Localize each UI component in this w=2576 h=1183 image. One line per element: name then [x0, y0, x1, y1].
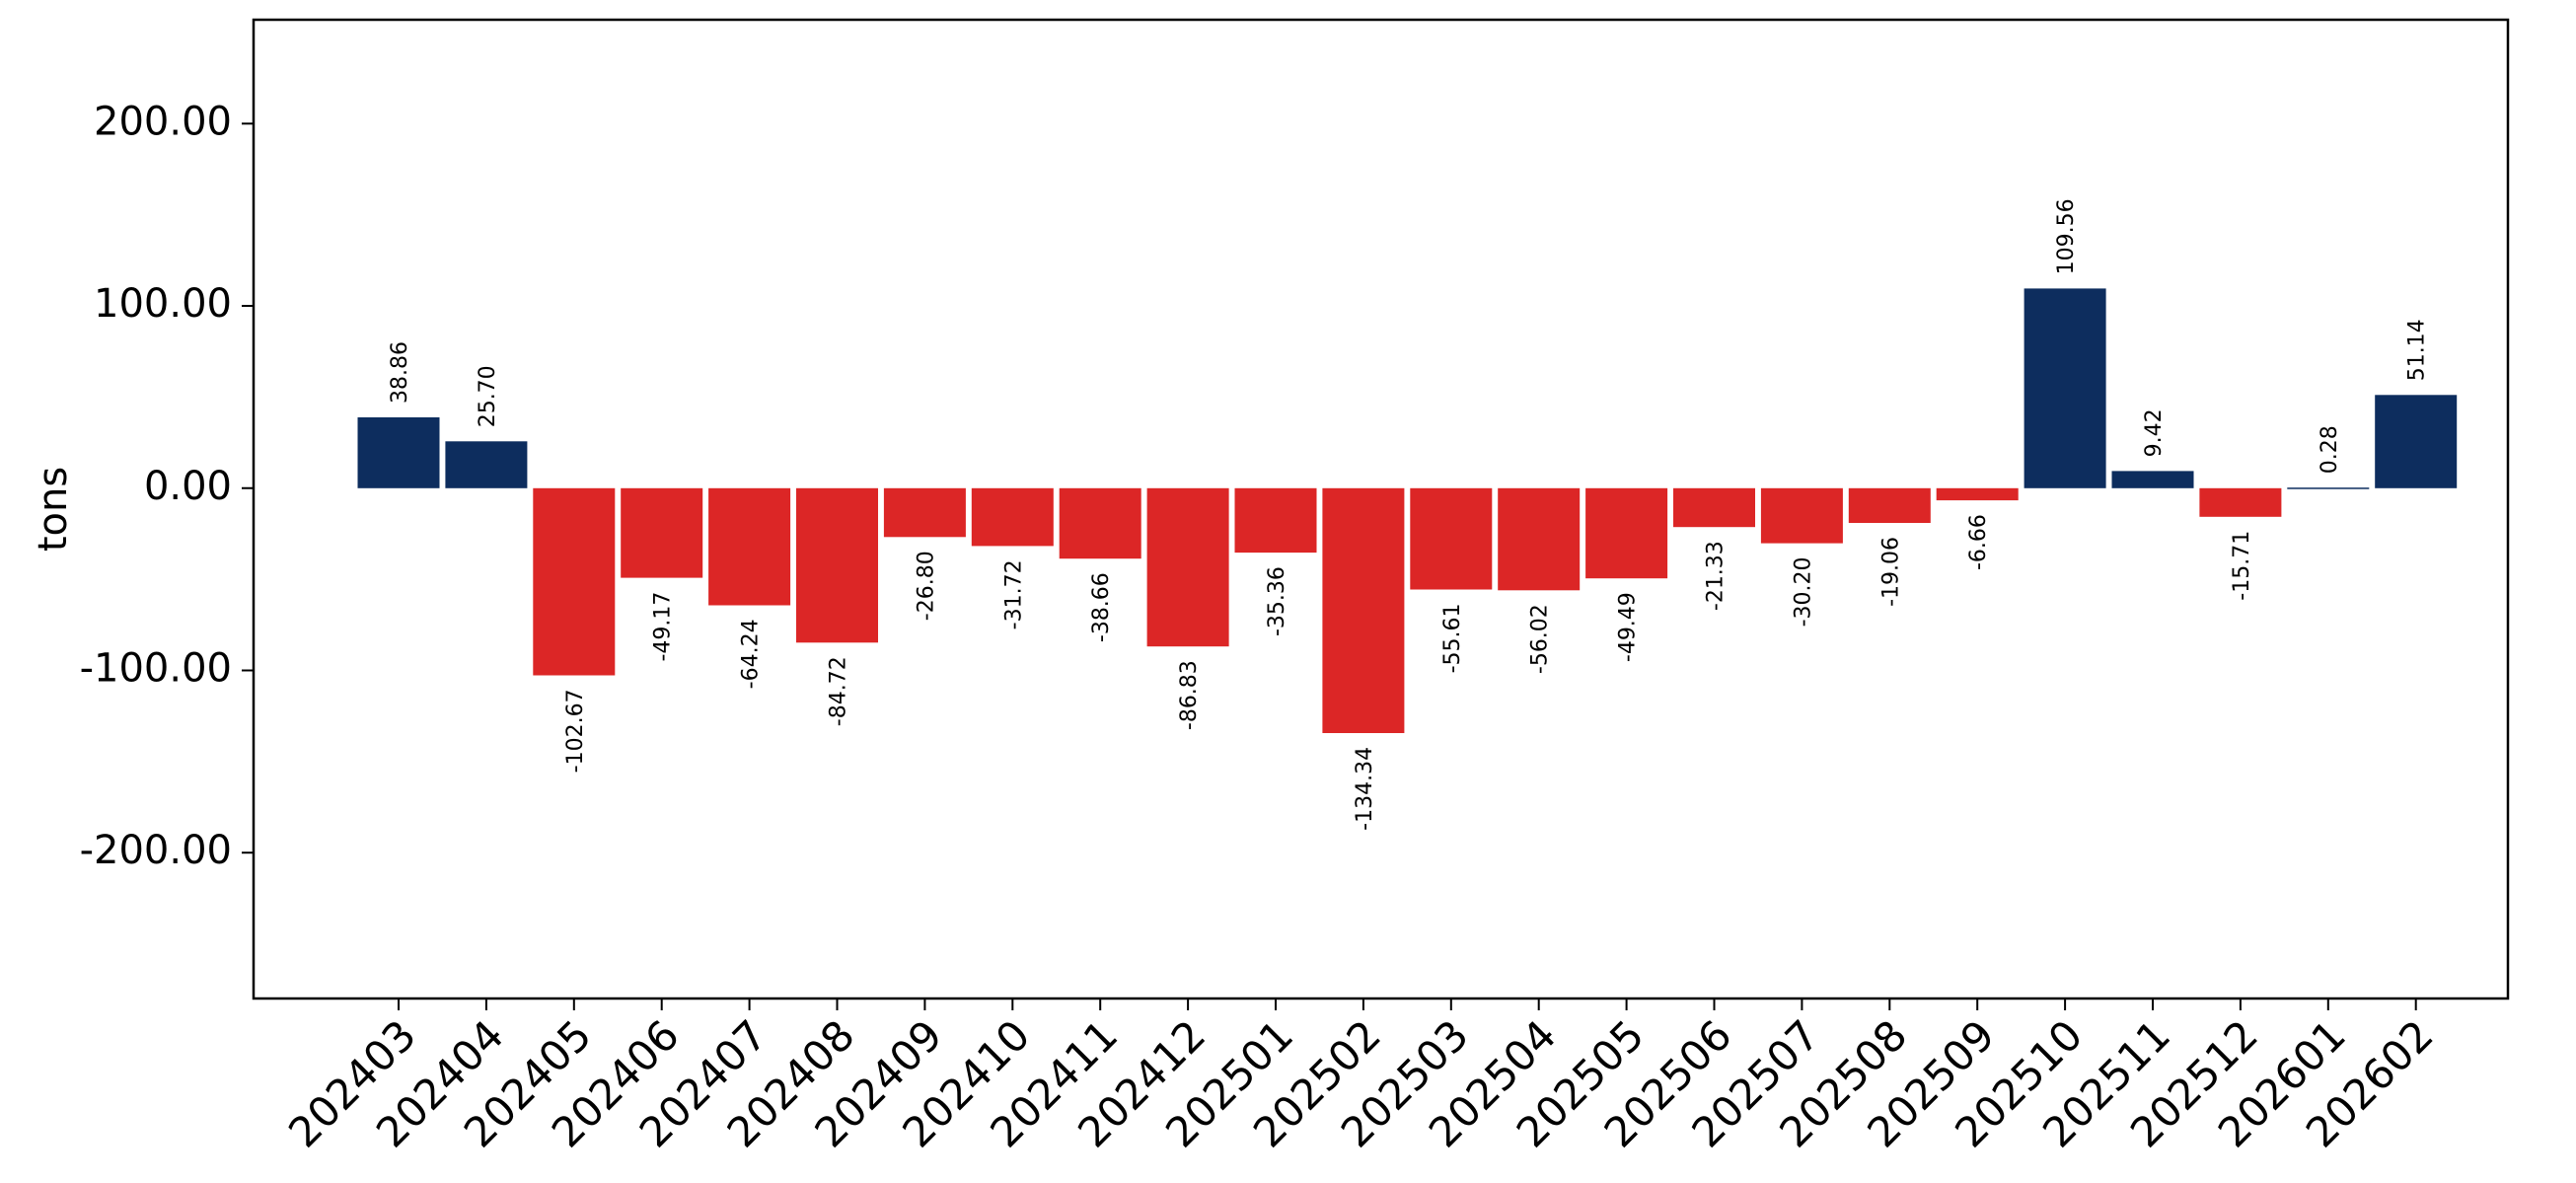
bar-202502: [1322, 487, 1405, 733]
value-label-202504: -56.02: [1528, 604, 1553, 674]
value-label-202407: -64.24: [739, 619, 764, 689]
bar-202508: [1848, 487, 1931, 523]
value-label-202601: 0.28: [2318, 425, 2342, 474]
bar-202411: [1059, 487, 1141, 559]
value-label-202405: -102.67: [563, 689, 588, 773]
y-tick-label-3: 100.00: [94, 281, 232, 327]
value-label-202506: -21.33: [1704, 541, 1729, 611]
bar-202406: [621, 487, 703, 578]
value-label-202507: -30.20: [1791, 557, 1815, 628]
y-tick-label-2: 0.00: [144, 464, 232, 509]
value-label-202501: -35.36: [1265, 566, 1289, 636]
value-label-202602: 51.14: [2405, 319, 2430, 381]
x-axis: 2024032024042024052024062024072024082024…: [279, 998, 2443, 1156]
y-tick-label-4: 200.00: [94, 99, 232, 144]
y-axis-label: tons: [31, 467, 76, 552]
y-axis: -200.00 -100.00 0.00 100.00 200.00: [80, 99, 254, 873]
bar-202505: [1585, 487, 1668, 579]
bar-202512: [2199, 487, 2282, 517]
value-label-202412: -86.83: [1177, 660, 1202, 730]
value-label-202502: -134.34: [1353, 747, 1377, 831]
bar-202409: [883, 487, 966, 538]
bar-202501: [1234, 487, 1317, 554]
bar-202412: [1146, 487, 1229, 647]
value-label-202409: -26.80: [914, 551, 938, 621]
value-label-202406: -49.17: [651, 592, 676, 662]
bars-group: [357, 288, 2458, 733]
value-label-202503: -55.61: [1440, 604, 1465, 674]
bar-202601: [2287, 487, 2370, 489]
bar-202506: [1673, 487, 1755, 528]
bar-202510: [2024, 288, 2106, 488]
value-label-202509: -6.66: [1966, 514, 1991, 570]
value-label-202408: -84.72: [827, 656, 851, 726]
value-label-202403: 38.86: [388, 341, 412, 404]
bar-202602: [2375, 395, 2458, 488]
y-tick-label-1: -100.00: [80, 645, 232, 691]
bar-202507: [1760, 487, 1843, 544]
bar-202403: [357, 417, 440, 488]
bar-202404: [445, 441, 528, 488]
value-label-202512: -15.71: [2230, 531, 2254, 601]
value-label-202410: -31.72: [1001, 559, 1026, 629]
bar-202503: [1410, 487, 1493, 590]
value-label-202511: 9.42: [2142, 408, 2167, 457]
y-tick-label-0: -200.00: [80, 828, 232, 873]
plot-frame: [252, 18, 2510, 1000]
bar-202504: [1498, 487, 1581, 591]
bar-202410: [971, 487, 1054, 547]
bar-202408: [796, 487, 878, 643]
bar-202405: [533, 487, 616, 676]
bar-202509: [1936, 487, 2019, 501]
value-labels-group: 38.86 25.70 -102.67 -49.17 -64.24 -84.72 -26.8…: [388, 198, 2430, 830]
value-label-202505: -49.49: [1616, 592, 1641, 662]
value-label-202510: 109.56: [2054, 198, 2079, 274]
value-label-202411: -38.66: [1089, 572, 1114, 642]
value-label-202404: 25.70: [476, 365, 500, 427]
bar-202407: [708, 487, 791, 606]
bar-202511: [2111, 471, 2194, 488]
value-label-202508: -19.06: [1878, 537, 1903, 607]
